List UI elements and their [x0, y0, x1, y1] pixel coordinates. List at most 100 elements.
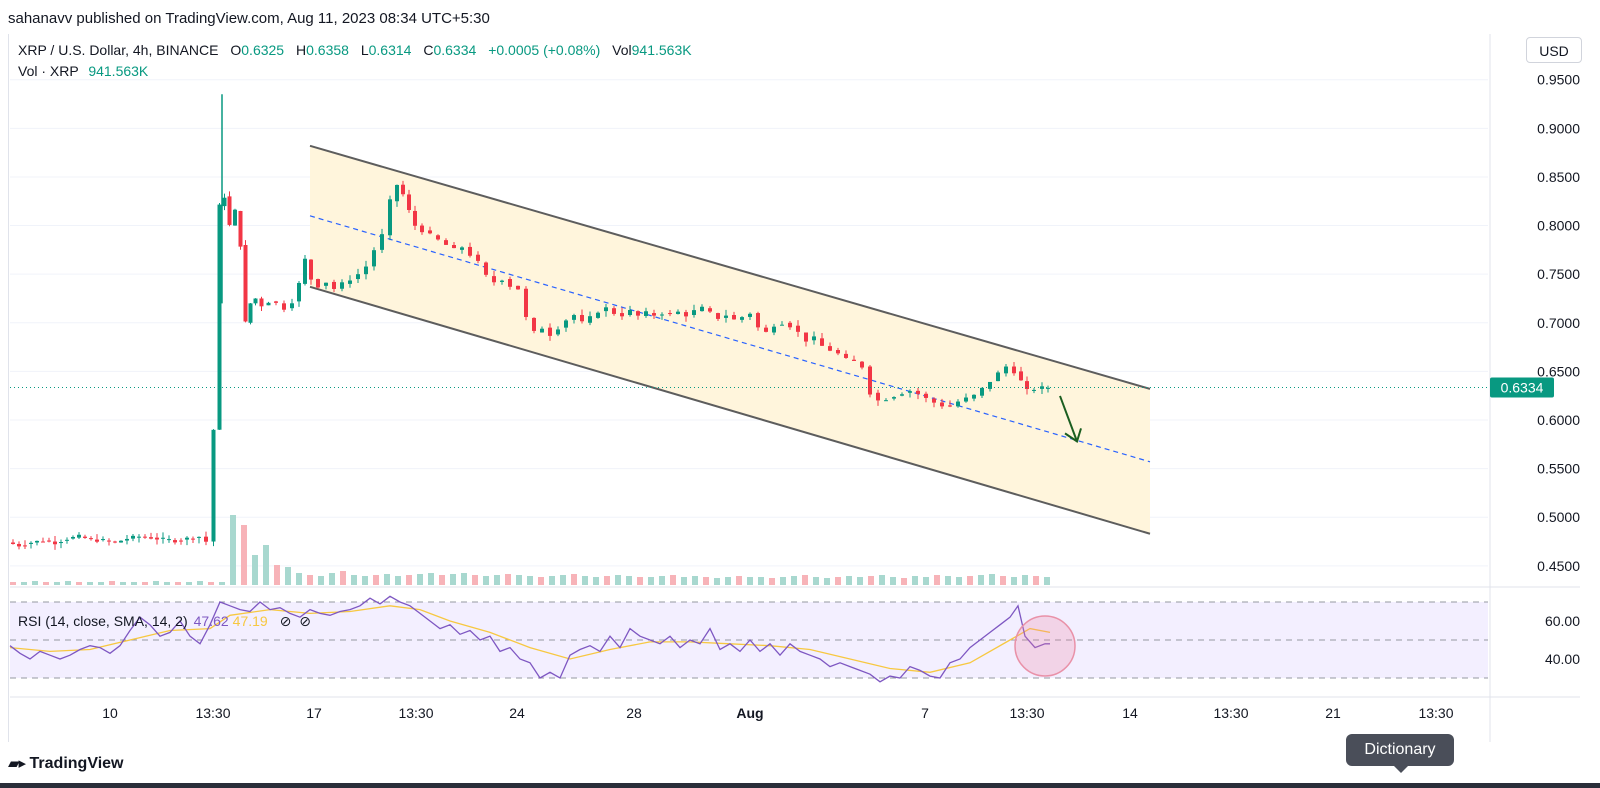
- candle-body: [395, 184, 399, 202]
- time-tick-label: 28: [626, 705, 642, 721]
- candle-body: [476, 254, 480, 261]
- candle-body: [828, 346, 832, 351]
- volume-bar: [230, 515, 236, 585]
- candle-body: [11, 542, 15, 544]
- candle-body: [1032, 389, 1036, 391]
- tradingview-logo-icon: ▰▸: [8, 755, 26, 772]
- candle-body: [852, 359, 856, 361]
- volume-bar: [32, 581, 38, 585]
- volume-bar: [318, 576, 324, 585]
- candle-body: [309, 259, 313, 280]
- candle-body: [332, 281, 336, 289]
- candle-body: [227, 196, 232, 225]
- candle-body: [428, 230, 432, 234]
- candle-body: [107, 540, 111, 542]
- candle-body: [35, 540, 39, 543]
- rsi-pane: [9, 595, 1488, 683]
- candle-body: [676, 311, 680, 315]
- price-tick-label: 0.5000: [1537, 509, 1580, 525]
- volume-bar: [516, 575, 522, 585]
- rsi-tick-label: 40.00: [1545, 651, 1580, 667]
- candle-body: [908, 391, 912, 393]
- candle-body: [303, 258, 307, 284]
- candle-body: [692, 310, 696, 315]
- candle-body: [155, 537, 159, 540]
- candle-body: [492, 276, 496, 283]
- candle-body: [892, 397, 896, 399]
- time-tick-label: 13:30: [195, 705, 230, 721]
- candle-body: [204, 536, 208, 542]
- tradingview-logo[interactable]: ▰▸ TradingView: [8, 754, 123, 773]
- rsi-tick-label: 60.00: [1545, 613, 1580, 629]
- rsi-sma-line: [9, 605, 1051, 673]
- candle-body: [248, 303, 253, 323]
- volume-bar: [494, 575, 500, 585]
- volume-bar: [648, 577, 654, 585]
- candle-body: [71, 536, 75, 539]
- chart-frame[interactable]: [8, 34, 1591, 742]
- candle-body: [243, 245, 248, 322]
- candle-body: [324, 282, 328, 286]
- candle-body: [364, 266, 368, 275]
- open-value: 0.6325: [241, 42, 285, 58]
- volume-bar: [131, 582, 137, 585]
- candle-body: [532, 317, 536, 331]
- time-tick-label: 10: [102, 705, 118, 721]
- publisher-caption: sahanavv published on TradingView.com, A…: [8, 10, 490, 27]
- candle-body: [932, 398, 936, 403]
- candle-body: [266, 302, 271, 306]
- candle-body: [500, 280, 504, 282]
- volume-bar: [274, 565, 280, 585]
- candle-body: [217, 204, 222, 430]
- volume-bar: [373, 575, 379, 585]
- rsi-legend-sma-value: 47.19: [232, 613, 268, 629]
- candle-body: [167, 539, 171, 541]
- candle-body: [716, 313, 720, 319]
- rsi-legend: RSI (14, close, SMA, 14, 2) 47.62 47.19 ⊘ …: [18, 613, 311, 630]
- candle-body: [95, 539, 99, 542]
- eye-off-icon[interactable]: ⊘: [279, 613, 292, 629]
- volume-bar: [76, 582, 82, 585]
- volume-bar: [483, 576, 489, 585]
- descending-channel: [309, 144, 1151, 535]
- volume-bar: [87, 582, 93, 585]
- volume-bar: [120, 582, 126, 585]
- volume-bar: [285, 567, 291, 585]
- candle-body: [868, 366, 872, 395]
- close-label: C: [423, 42, 434, 58]
- volume-bar: [340, 571, 346, 585]
- volume-bar: [604, 576, 610, 585]
- candle-body: [380, 234, 384, 250]
- volume-bar: [252, 555, 258, 585]
- candle-body: [804, 332, 808, 342]
- candle-body: [836, 350, 840, 354]
- candle-body: [185, 537, 189, 540]
- volume-bar: [780, 577, 786, 585]
- dictionary-tooltip[interactable]: Dictionary: [1346, 734, 1454, 766]
- candle-body: [1046, 387, 1050, 389]
- time-tick-label: 13:30: [1213, 705, 1248, 721]
- settings-icon[interactable]: ⊘: [299, 613, 311, 629]
- volume-bar: [912, 576, 918, 585]
- volume-bar: [263, 545, 269, 585]
- candle-body: [884, 400, 888, 402]
- vol-label: Vol: [612, 42, 632, 58]
- candle-body: [764, 327, 768, 332]
- volume-bar: [362, 576, 368, 585]
- candle-body: [572, 315, 576, 320]
- candle-body: [23, 545, 27, 547]
- volume-bar: [450, 574, 456, 585]
- volume-bar: [758, 577, 764, 585]
- low-label: L: [360, 42, 369, 58]
- candle-body: [1025, 381, 1029, 390]
- volume-bar: [329, 573, 335, 585]
- candle-body: [41, 541, 45, 543]
- candle-body: [211, 429, 216, 542]
- candle-body: [780, 324, 784, 326]
- volume-bar: [835, 577, 841, 585]
- candle-body: [604, 307, 608, 312]
- currency-button[interactable]: USD: [1526, 37, 1582, 63]
- candle-body: [860, 361, 864, 368]
- volume-legend: Vol · XRP 941.563K: [18, 63, 148, 79]
